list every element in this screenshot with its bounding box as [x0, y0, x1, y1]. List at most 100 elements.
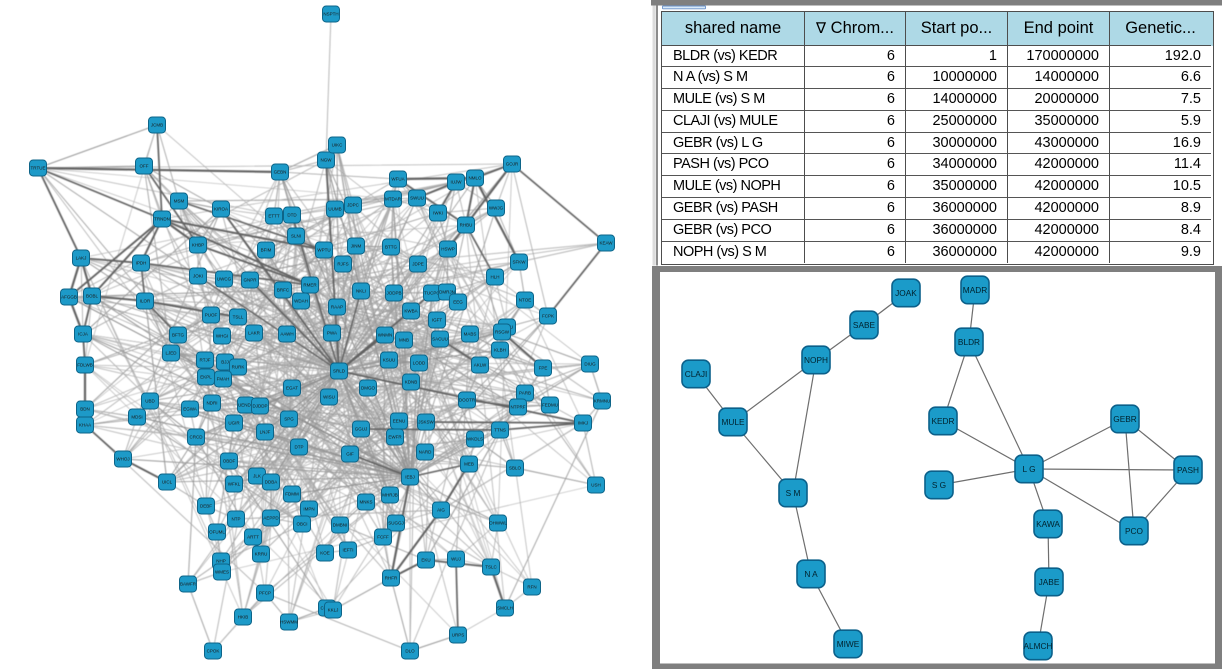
svg-text:MADR: MADR [963, 285, 987, 295]
svg-text:SACUU: SACUU [432, 337, 448, 342]
svg-text:BFTG: BFTG [172, 333, 184, 338]
svg-text:RURK: RURK [232, 365, 245, 370]
svg-text:MTDAR: MTDAR [385, 197, 402, 202]
svg-text:NMLO: NMLO [468, 176, 482, 181]
svg-text:IWKI: IWKI [433, 211, 443, 216]
svg-text:DOOTR: DOOTR [459, 398, 476, 403]
svg-text:RFN: RFN [527, 585, 536, 590]
svg-text:FMAH: FMAH [217, 377, 230, 382]
svg-text:NTOE: NTOE [519, 298, 531, 303]
svg-text:JINM: JINM [351, 244, 362, 249]
svg-text:TSLC: TSLC [485, 565, 497, 570]
svg-text:DIUG: DIUG [584, 362, 596, 367]
svg-text:PWA: PWA [327, 331, 337, 336]
svg-text:RHFR: RHFR [385, 576, 398, 581]
svg-text:OBCI: OBCI [296, 522, 307, 527]
svg-text:AAWH: AAWH [280, 332, 293, 337]
svg-text:DMGO: DMGO [361, 386, 375, 391]
svg-text:DTP: DTP [295, 445, 304, 450]
svg-text:TRTUE: TRTUE [31, 166, 46, 171]
svg-text:MNB: MNB [399, 338, 409, 343]
svg-text:OFF: OFF [140, 164, 149, 169]
svg-text:KEAW: KEAW [599, 241, 613, 246]
svg-text:GEBR: GEBR [1113, 414, 1137, 424]
svg-text:TTNS: TTNS [494, 428, 506, 433]
svg-text:HKIB: HKIB [238, 615, 249, 620]
svg-text:L G: L G [1022, 464, 1035, 474]
svg-text:BOBL: BOBL [86, 294, 99, 299]
svg-text:RTJF: RTJF [200, 358, 211, 363]
svg-text:EGWA: EGWA [183, 407, 197, 412]
svg-text:RAAP: RAAP [331, 305, 343, 310]
svg-text:SPG: SPG [284, 417, 294, 422]
svg-text:CPOK: CPOK [207, 649, 220, 654]
svg-text:HLH: HLH [490, 275, 499, 280]
svg-text:OHWWL: OHWWL [489, 521, 507, 526]
svg-text:UICL: UICL [162, 480, 173, 485]
svg-text:NKLI: NKLI [356, 289, 366, 294]
svg-text:WHGI: WHGI [216, 334, 228, 339]
svg-text:AEPPD: AEPPD [263, 516, 279, 521]
svg-text:USH: USH [591, 483, 601, 488]
svg-text:JOKI: JOKI [193, 274, 203, 279]
svg-text:FDLWB: FDLWB [77, 363, 92, 368]
svg-text:JDPE: JDPE [412, 262, 424, 267]
svg-text:KLBH: KLBH [494, 348, 506, 353]
svg-text:SUGGJ: SUGGJ [388, 521, 404, 526]
svg-text:DLO: DLO [405, 649, 415, 654]
svg-text:HSWP: HSWP [441, 247, 455, 252]
svg-text:KKLJ: KKLJ [328, 608, 339, 613]
svg-text:SLNI: SLNI [291, 234, 301, 239]
svg-text:ARTT: ARTT [247, 535, 259, 540]
svg-text:PUOF: PUOF [205, 313, 218, 318]
svg-text:ILOR: ILOR [140, 299, 151, 304]
svg-text:IEBJ: IEBJ [405, 475, 415, 480]
svg-text:KSUU: KSUU [383, 358, 396, 363]
svg-text:WISU: WISU [323, 395, 335, 400]
svg-text:NTP: NTP [232, 517, 241, 522]
svg-text:BDN: BDN [80, 407, 90, 412]
svg-text:LODD: LODD [413, 361, 426, 366]
svg-text:FDMM: FDMM [285, 492, 299, 497]
svg-text:SWUU: SWUU [410, 196, 424, 201]
svg-text:FCFF: FCFF [377, 535, 389, 540]
svg-text:IEFTI: IEFTI [343, 548, 354, 553]
svg-text:LNJF: LNJF [260, 430, 271, 435]
svg-text:WFKL: WFKL [228, 482, 241, 487]
svg-text:NHP: NHP [216, 559, 226, 564]
svg-text:MULE: MULE [721, 417, 745, 427]
svg-text:UENDR: UENDR [238, 403, 255, 408]
svg-text:EKPL: EKPL [200, 375, 212, 380]
svg-text:ETTT: ETTT [268, 214, 279, 219]
svg-text:EEG: EEG [453, 300, 463, 305]
svg-text:MEB: MEB [464, 462, 474, 467]
svg-text:SFKW: SFKW [513, 260, 527, 265]
svg-text:SRLD: SRLD [333, 369, 346, 374]
svg-text:KOE: KOE [320, 551, 330, 556]
svg-text:DTD: DTD [287, 213, 297, 218]
svg-text:NDRI: NDRI [207, 401, 218, 406]
svg-text:WNMN: WNMN [378, 333, 393, 338]
svg-text:KAWA: KAWA [1036, 519, 1060, 529]
svg-text:EKU: EKU [421, 558, 430, 563]
svg-text:KRMNU: KRMNU [594, 399, 611, 404]
svg-text:BRFC: BRFC [277, 288, 290, 293]
svg-text:NTPRF: NTPRF [511, 405, 526, 410]
svg-text:BLDR: BLDR [958, 337, 980, 347]
svg-text:JSKSW: JSKSW [418, 420, 434, 425]
svg-text:LAKJ: LAKJ [76, 256, 87, 261]
svg-text:IMKJ: IMKJ [578, 421, 588, 426]
svg-text:RJFS: RJFS [337, 262, 348, 267]
svg-text:IMPN: IMPN [303, 507, 314, 512]
svg-text:PASH: PASH [1177, 465, 1199, 475]
svg-text:LJED: LJED [165, 351, 177, 356]
svg-text:NSPTH: NSPTH [323, 12, 338, 17]
svg-text:DEBF: DEBF [200, 504, 212, 509]
svg-text:MIWE: MIWE [837, 639, 860, 649]
svg-text:UGIR: UGIR [228, 421, 240, 426]
svg-text:MDSI: MDSI [131, 415, 142, 420]
svg-text:NARD: NARD [419, 450, 433, 455]
svg-text:UBD: UBD [145, 399, 155, 404]
svg-text:CRCD: CRCD [190, 435, 204, 440]
svg-text:JLK: JLK [253, 474, 261, 479]
